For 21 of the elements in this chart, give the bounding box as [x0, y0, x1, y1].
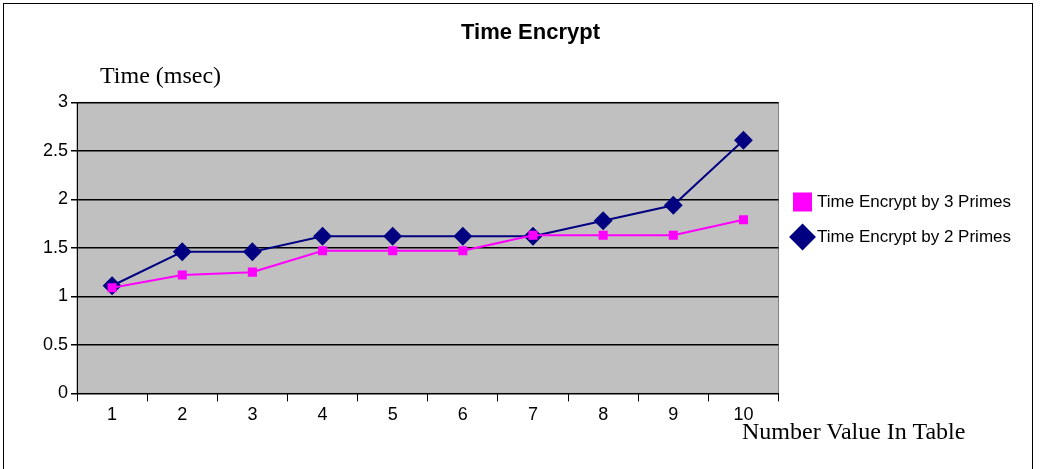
y-tick-label: 2.5	[42, 139, 69, 160]
y-tick-label: 0.5	[42, 333, 69, 354]
x-tick-label: 5	[387, 404, 398, 425]
y-axis-title: Time (msec)	[100, 62, 222, 89]
chart-title: Time Encrypt	[461, 19, 601, 45]
y-tick-label: 0	[58, 382, 69, 403]
x-tick-label: 6	[457, 404, 468, 425]
y-tick-label: 1	[58, 285, 69, 306]
x-tick-label: 1	[107, 404, 118, 425]
x-tick-label: 7	[527, 404, 539, 425]
legend-label: Time Encrypt by 2 Primes	[817, 226, 1012, 246]
x-tick-label: 10	[733, 404, 754, 425]
x-tick-label: 8	[598, 404, 609, 425]
x-tick-label: 9	[668, 404, 679, 425]
y-tick-label: 3	[58, 91, 69, 112]
y-tick-label: 2	[58, 188, 69, 209]
x-tick-label: 4	[317, 404, 328, 425]
x-tick-label: 2	[177, 404, 188, 425]
legend-label: Time Encrypt by 3 Primes	[817, 191, 1012, 211]
y-tick-label: 1.5	[42, 236, 69, 257]
x-tick-label: 3	[247, 404, 258, 425]
